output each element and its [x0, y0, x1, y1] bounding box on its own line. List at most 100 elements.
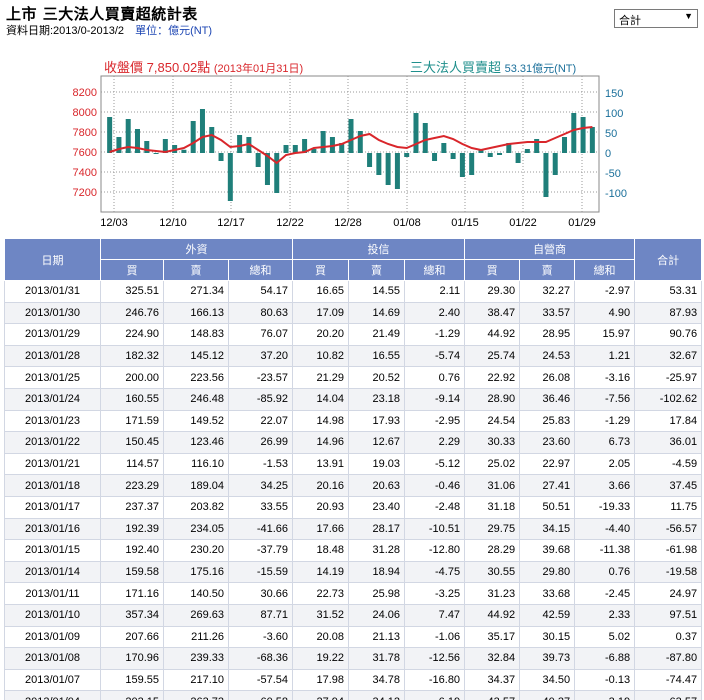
cell-value: 23.40 — [348, 495, 406, 519]
page-title: 上市 三大法人買賣超統計表 — [6, 5, 198, 23]
y-left-tick-label: 7200 — [73, 187, 97, 199]
cell-value: 20.63 — [348, 474, 406, 497]
chevron-down-icon: ▼ — [684, 11, 693, 21]
table-row: 2013/01/15 192.40 230.20 -37.79 18.48 31.28 -1… — [4, 539, 703, 562]
cell-value: 325.51 — [100, 280, 164, 303]
cell-value: -1.29 — [574, 409, 636, 433]
cell-value: 29.80 — [519, 560, 576, 584]
cell-value: 4.90 — [574, 301, 636, 325]
cell-value: 34.25 — [227, 474, 294, 497]
x-tick-label: 12/03 — [100, 217, 128, 229]
cell-value: 31.78 — [348, 647, 406, 670]
cell-value: 16.65 — [292, 280, 350, 303]
cell-value: 6.73 — [574, 431, 636, 454]
cell-value: 271.34 — [163, 280, 229, 303]
cell-value: 263.73 — [163, 690, 229, 700]
cell-value: 207.66 — [100, 625, 164, 649]
cell-value: 20.93 — [292, 495, 350, 519]
net-buy-bar — [506, 143, 512, 153]
cell-value: -3.16 — [574, 366, 636, 389]
cell-value: 34.78 — [348, 668, 406, 692]
cell-value: 246.48 — [163, 387, 229, 411]
y-right-tick-label: 50 — [605, 128, 617, 140]
cell-value: 32.84 — [464, 647, 521, 670]
col-date: 日期 — [4, 238, 101, 281]
net-buy-bar — [125, 119, 131, 153]
institutional-table: 日期 外資 投信 自營商 合計 買 賣 總和 買 賣 總和 買 賣 總和 201… — [4, 238, 703, 700]
cell-value: -102.62 — [634, 387, 703, 411]
col-foreign-sell: 賣 — [163, 259, 229, 281]
table-header-group-row: 日期 外資 投信 自營商 合計 — [4, 238, 703, 281]
cell-value: 14.19 — [292, 560, 350, 584]
cell-value: -1.53 — [227, 452, 294, 476]
cell-value: 246.76 — [100, 301, 164, 325]
net-buy-bar — [190, 121, 196, 153]
net-buy-bar — [302, 139, 308, 153]
cell-value: -25.97 — [634, 366, 703, 389]
net-buy-bar — [469, 153, 475, 175]
cell-value: 13.91 — [292, 452, 350, 476]
net-buy-bar — [394, 153, 400, 189]
cell-value: 22.92 — [464, 366, 521, 389]
table-row: 2013/01/04203.15263.73-60.5827.9434.12-6… — [4, 690, 703, 700]
data-date: 資料日期:2013/0-2013/2 — [6, 25, 125, 37]
x-tick-label: 01/15 — [451, 217, 479, 229]
net-buy-label: 三大法人買賣超 53.31億元(NT) — [410, 57, 576, 76]
cell-date: 2013/01/29 — [4, 323, 101, 346]
net-buy-title: 三大法人買賣超 — [410, 60, 502, 75]
table-row: 2013/01/08 170.96 239.33 -68.36 19.22 31.78 -1… — [4, 647, 703, 670]
cell-value: -1.29 — [404, 323, 466, 346]
net-buy-bar — [450, 153, 456, 159]
net-buy-bar — [292, 145, 298, 153]
table-row: 2013/01/22 150.45 123.46 26.99 14.96 12.67 2.2… — [4, 431, 703, 454]
market-select[interactable]: 合計 ▼ — [614, 9, 698, 28]
cell-value: 21.13 — [348, 625, 406, 649]
unit-label: 單位：億元(NT) — [135, 25, 213, 37]
net-buy-bar — [181, 149, 187, 153]
cell-value: 53.31 — [634, 280, 703, 303]
net-buy-bar — [134, 129, 140, 153]
cell-value: -3.25 — [404, 582, 466, 605]
net-buy-bar — [534, 139, 540, 153]
cell-date: 2013/01/07 — [4, 668, 101, 692]
close-index-line — [109, 126, 593, 165]
cell-value: -85.92 — [227, 387, 294, 411]
cell-value: 12.67 — [348, 431, 406, 454]
cell-date: 2013/01/30 — [4, 301, 101, 325]
net-buy-bar — [422, 123, 428, 153]
cell-value: 18.94 — [348, 560, 406, 584]
cell-value: 192.39 — [100, 517, 164, 541]
cell-value: 25.83 — [519, 409, 576, 433]
cell-value: -6.19 — [404, 690, 466, 700]
cell-value: 23.60 — [519, 431, 576, 454]
net-buy-value: 53.31億元(NT) — [504, 63, 577, 75]
cell-value: 223.29 — [100, 474, 164, 497]
net-buy-bar — [274, 153, 280, 193]
cell-value: -9.14 — [404, 387, 466, 411]
cell-date: 2013/01/22 — [4, 431, 101, 454]
cell-value: -4.40 — [574, 517, 636, 541]
cell-value: 28.17 — [348, 517, 406, 541]
cell-value: 20.52 — [348, 366, 406, 389]
col-foreign-net: 總和 — [227, 259, 294, 281]
cell-value: 34.12 — [348, 690, 406, 700]
cell-value: 14.98 — [292, 409, 350, 433]
cell-value: 25.74 — [464, 344, 521, 368]
y-right-tick-label: -50 — [605, 168, 621, 180]
cell-value: 36.01 — [634, 431, 703, 454]
x-tick-label: 01/08 — [393, 217, 421, 229]
cell-value: 1.21 — [574, 344, 636, 368]
cell-value: 200.00 — [100, 366, 164, 389]
cell-value: 25.98 — [348, 582, 406, 605]
cell-value: 26.08 — [519, 366, 576, 389]
net-buy-bar — [162, 139, 168, 153]
cell-value: -37.79 — [227, 539, 294, 562]
cell-value: -5.74 — [404, 344, 466, 368]
net-buy-bar — [459, 153, 465, 177]
table-row: 2013/01/14 159.58 175.16 -15.59 14.19 18.94 -4… — [4, 560, 703, 584]
close-price-title: 收盤價 — [104, 60, 144, 75]
cell-value: 27.41 — [519, 474, 576, 497]
net-buy-bar — [441, 143, 447, 153]
table-row: 2013/01/10 357.34 269.63 87.71 31.52 24.06 7.4… — [4, 603, 703, 627]
cell-date: 2013/01/31 — [4, 280, 101, 303]
